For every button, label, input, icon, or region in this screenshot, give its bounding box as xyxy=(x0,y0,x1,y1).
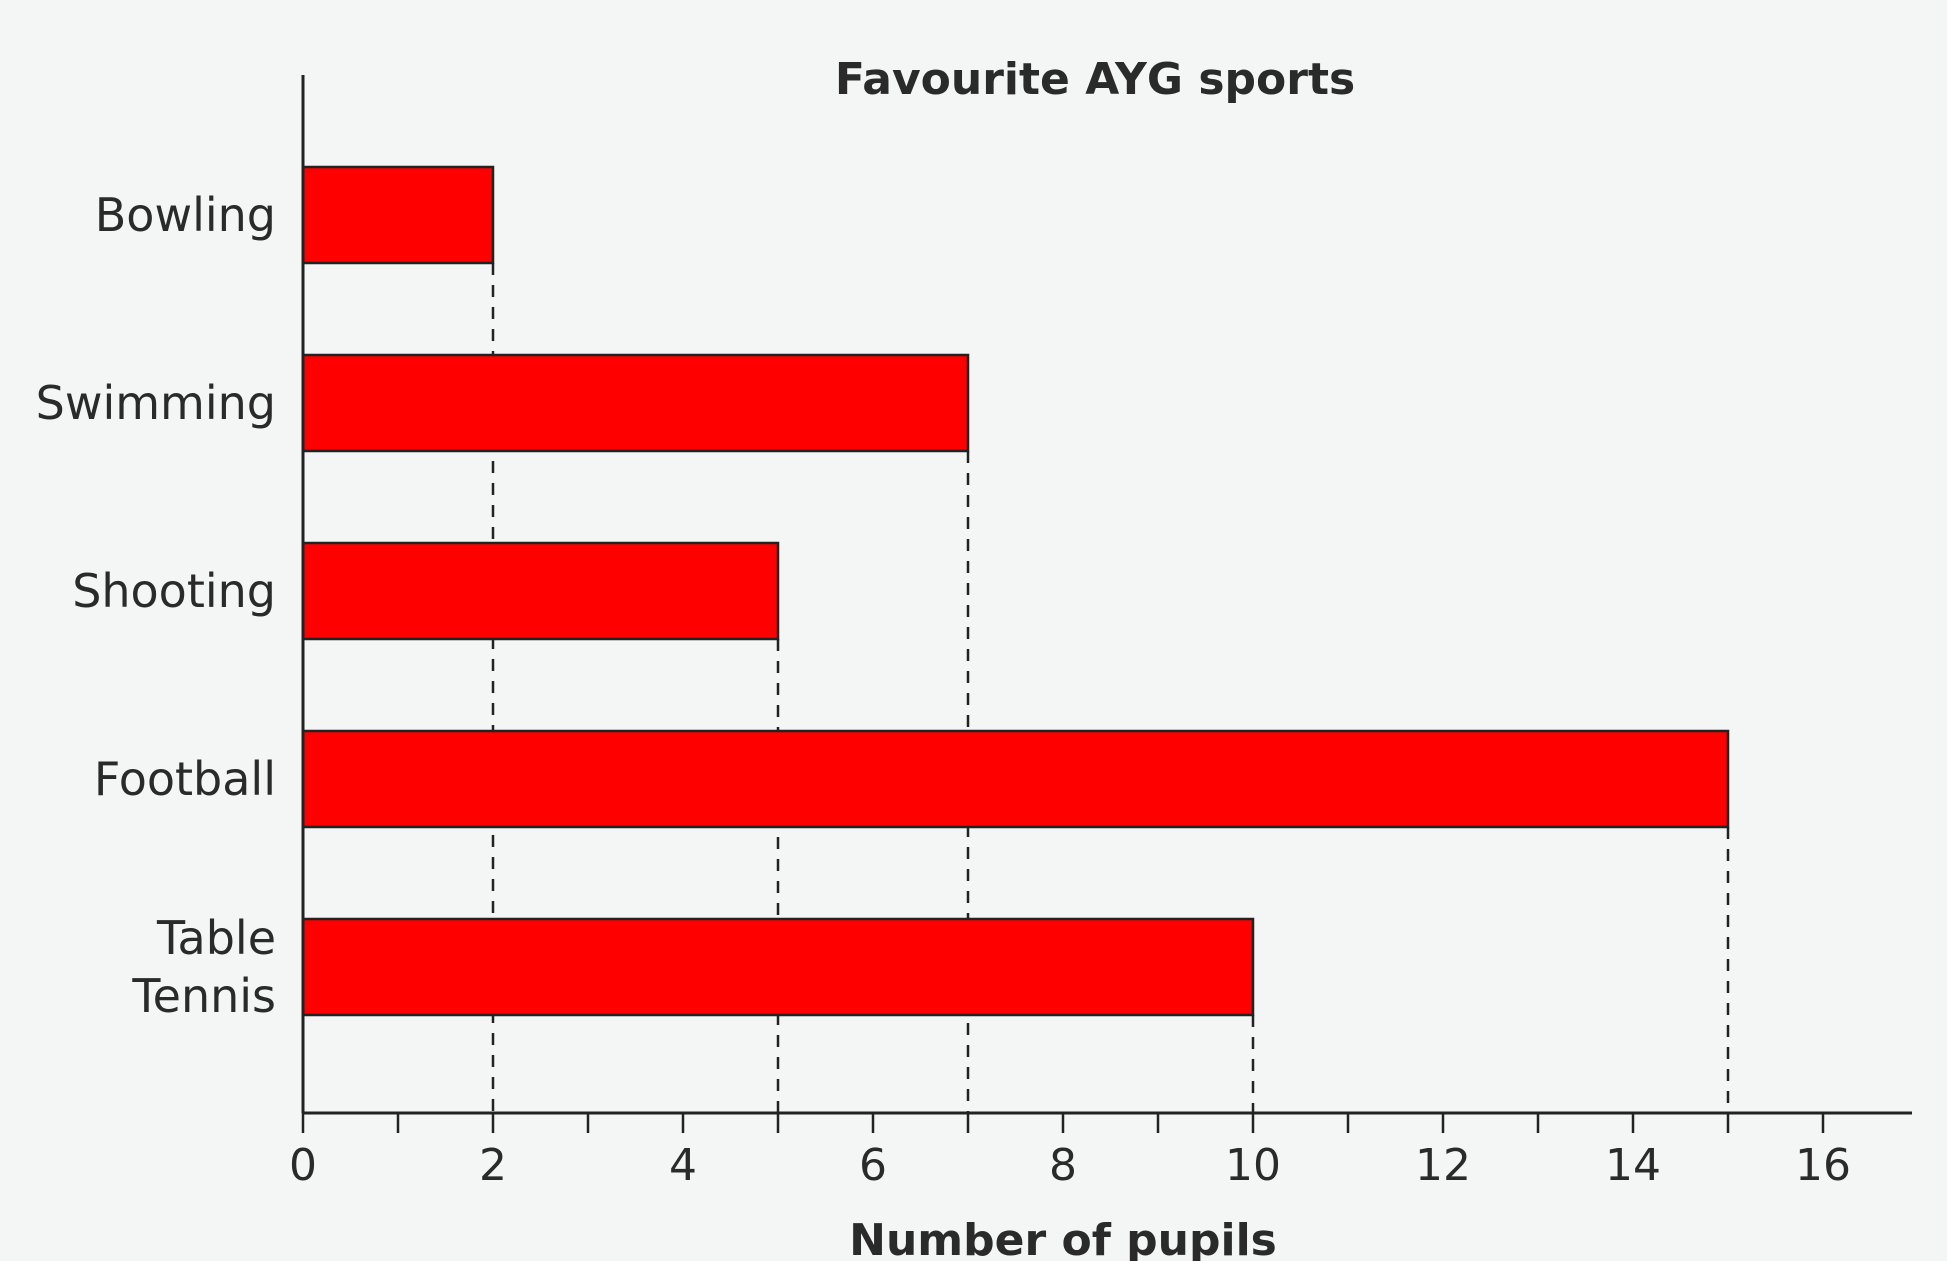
category-label: Swimming xyxy=(36,376,276,430)
category-label: Table xyxy=(156,911,276,965)
x-tick-label: 12 xyxy=(1415,1140,1471,1191)
category-label: Shooting xyxy=(72,564,276,618)
x-tick-label: 0 xyxy=(289,1140,317,1191)
x-tick-label: 14 xyxy=(1605,1140,1661,1191)
x-tick-label: 10 xyxy=(1225,1140,1281,1191)
bar xyxy=(301,917,1255,1017)
bar xyxy=(301,729,1730,829)
x-tick-label: 4 xyxy=(669,1140,697,1191)
bar xyxy=(301,353,970,453)
x-tick-label: 2 xyxy=(479,1140,507,1191)
bars xyxy=(301,165,1730,1017)
category-label: Bowling xyxy=(95,188,276,242)
chart-title: Favourite AYG sports xyxy=(835,54,1355,105)
bar xyxy=(301,165,495,265)
x-tick-label: 8 xyxy=(1049,1140,1077,1191)
bar xyxy=(301,541,780,641)
x-tick-label: 6 xyxy=(859,1140,887,1191)
axes xyxy=(301,75,1912,1115)
category-label: Tennis xyxy=(131,969,276,1023)
category-label: Football xyxy=(94,752,276,806)
category-labels: Bowling Swimming Shooting Football TableTenn… xyxy=(36,188,276,1023)
x-axis-label: Number of pupils xyxy=(849,1215,1277,1261)
x-tick-label: 16 xyxy=(1795,1140,1851,1191)
x-ticks: 0 2 4 6 8 10 12 14 16 xyxy=(289,1113,1851,1191)
